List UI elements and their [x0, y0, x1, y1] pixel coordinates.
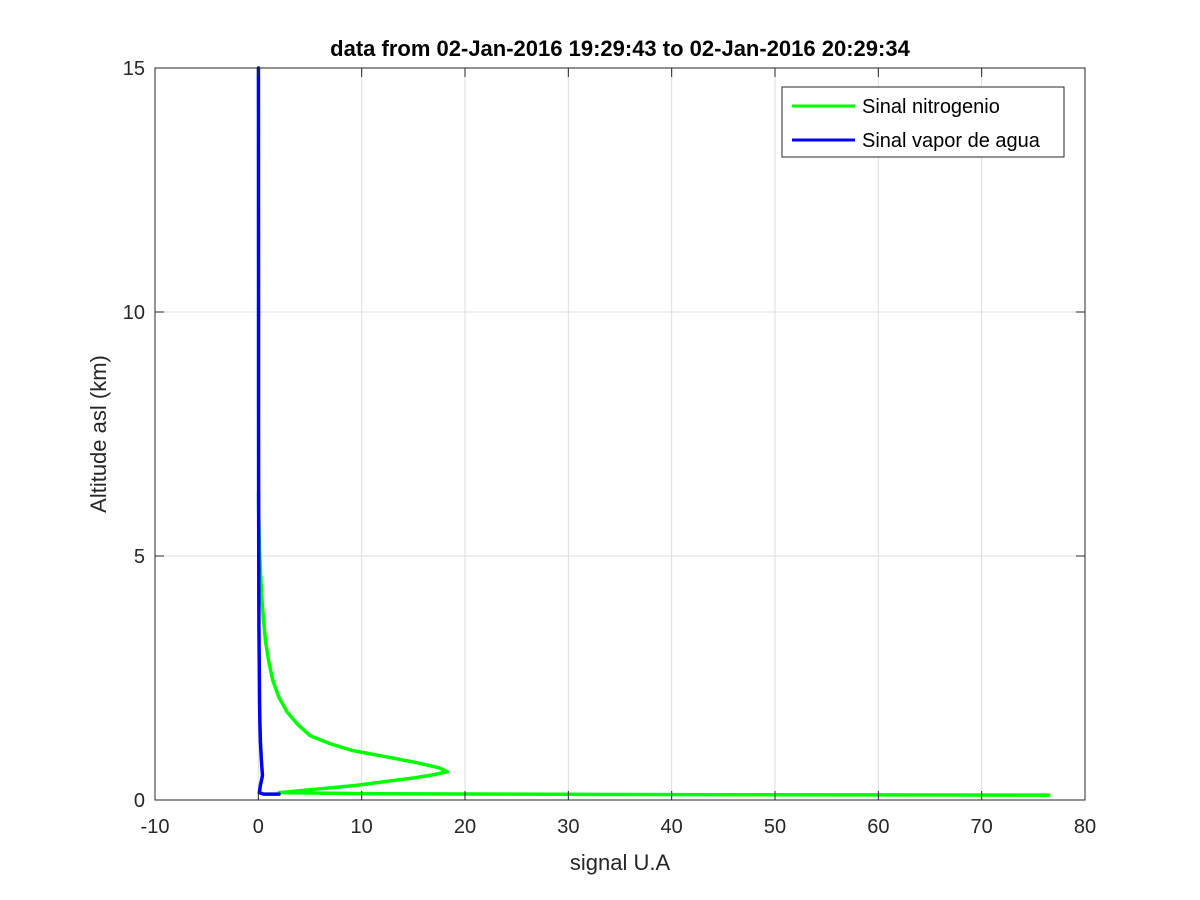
tick-labels: -10 0 10 20 30 40 50 60 70 80 0 5 10 15 — [123, 58, 1096, 838]
chart-title: data from 02-Jan-2016 19:29:43 to 02-Jan… — [330, 36, 910, 61]
axes-box — [154, 67, 1086, 801]
y-tick-label: 15 — [123, 58, 145, 80]
x-tick-label: 50 — [764, 816, 786, 838]
axes — [154, 67, 1086, 801]
plot-area — [155, 68, 1085, 800]
data-series — [256, 66, 1051, 797]
y-tick-label: 5 — [134, 546, 145, 568]
x-tick-label: 0 — [253, 816, 264, 838]
legend-label-nitrogenio: Sinal nitrogenio — [862, 96, 1000, 118]
legend-label-vapor-de-agua: Sinal vapor de agua — [862, 130, 1041, 152]
x-tick-label: 10 — [351, 816, 373, 838]
y-axis-label: Altitude asl (km) — [86, 355, 111, 513]
grid-lines — [155, 68, 1085, 800]
legend-box — [781, 86, 1065, 158]
y-tick-label: 0 — [134, 790, 145, 812]
y-tick-label: 10 — [123, 302, 145, 324]
x-tick-label: 40 — [661, 816, 683, 838]
legend: Sinal nitrogenio Sinal vapor de agua — [781, 86, 1065, 158]
x-tick-label: 20 — [454, 816, 476, 838]
x-tick-label: 30 — [557, 816, 579, 838]
x-tick-label: 70 — [971, 816, 993, 838]
x-tick-label: -10 — [141, 816, 170, 838]
x-tick-label: 80 — [1074, 816, 1096, 838]
x-tick-label: 60 — [867, 816, 889, 838]
series-line-vapor-de-agua — [256, 66, 281, 796]
x-axis-label: signal U.A — [570, 850, 671, 875]
